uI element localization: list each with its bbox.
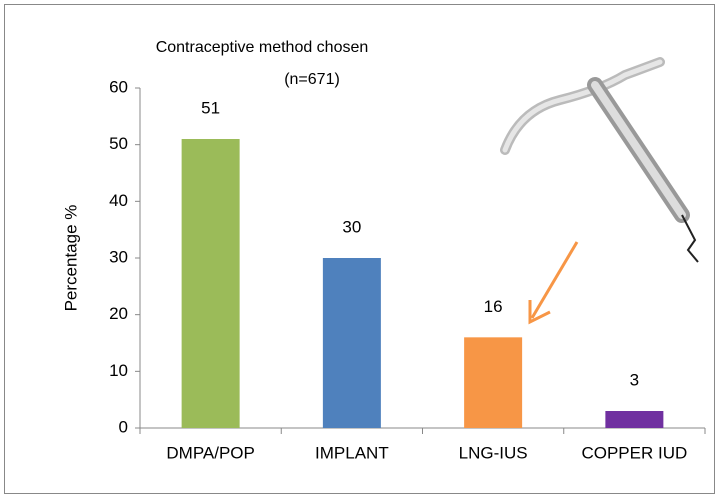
- arrow: [528, 241, 579, 325]
- y-tick-label: 10: [109, 361, 128, 380]
- y-tick-label: 0: [119, 417, 128, 436]
- y-tick-label: 60: [109, 77, 128, 96]
- x-tick-label: COPPER IUD: [581, 443, 687, 462]
- chart-subtitle: (n=671): [284, 71, 340, 88]
- bar: [181, 139, 240, 428]
- x-tick-label: LNG-IUS: [459, 443, 528, 462]
- value-label: 51: [201, 98, 220, 117]
- y-tick-label: 20: [109, 304, 128, 323]
- bar: [605, 411, 664, 428]
- y-tick-label: 50: [109, 134, 128, 153]
- value-label: 30: [342, 217, 361, 236]
- y-tick-label: 30: [109, 247, 128, 266]
- x-tick-label: DMPA/POP: [166, 443, 254, 462]
- value-label: 3: [630, 370, 639, 389]
- value-label: 16: [484, 297, 503, 316]
- x-tick-label: IMPLANT: [315, 443, 389, 462]
- y-axis-label: Percentage %: [61, 205, 80, 312]
- bar: [322, 258, 381, 428]
- chart-title: Contraceptive method chosen: [156, 39, 369, 56]
- bar: [464, 337, 523, 428]
- y-tick-label: 40: [109, 191, 128, 210]
- iud-image: [500, 57, 699, 263]
